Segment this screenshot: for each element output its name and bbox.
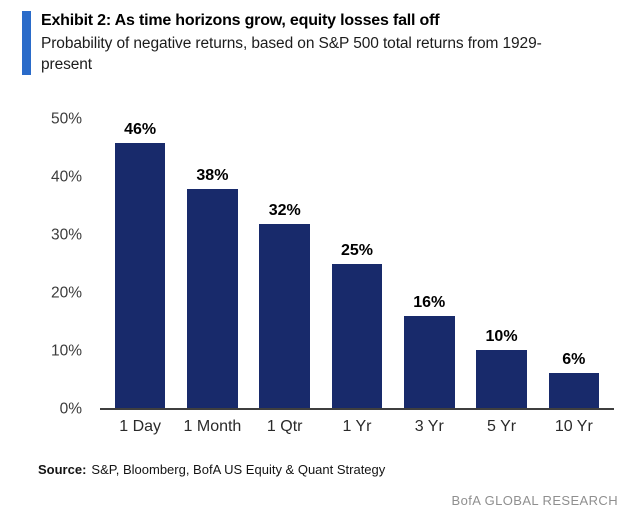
bar-cell: 25% [321, 242, 393, 408]
bar-cell: 16% [393, 294, 465, 408]
bar-value-label: 16% [413, 293, 446, 311]
chart-row: 50% 40% 30% 20% 10% 0% 46% 38% 32% 25% 16% 10% 6% 1… [30, 111, 614, 436]
bar [403, 315, 455, 408]
plot-area: 46% 38% 32% 25% 16% 10% 6% [100, 120, 614, 410]
x-axis-label: 1 Day [119, 418, 162, 435]
bar-value-label: 32% [268, 201, 301, 219]
bar-value-label: 25% [340, 242, 373, 259]
bar-cell: 6% [538, 351, 610, 408]
x-axis-label: 10 Yr [554, 418, 593, 435]
y-axis-label: 50% [50, 110, 82, 128]
bar-value-label: 46% [124, 121, 157, 139]
bar-value-label: 10% [485, 328, 518, 346]
y-axis: 50% 40% 30% 20% 10% 0% [30, 111, 100, 418]
y-axis-label: 0% [59, 400, 82, 418]
plot-column: 46% 38% 32% 25% 16% 10% 6% 1 Day 1 Month 1 Qtr 1 … [100, 120, 614, 436]
y-axis-label: 20% [50, 284, 82, 302]
bar [259, 223, 310, 408]
y-axis-label: 30% [50, 226, 82, 244]
bar-cell: 10% [465, 328, 537, 408]
exhibit-header: Exhibit 2: As time horizons grow, equity… [22, 11, 589, 75]
bar [548, 373, 600, 408]
x-axis: 1 Day 1 Month 1 Qtr 1 Yr 3 Yr 5 Yr 10 Yr [100, 410, 614, 436]
bar-value-label: 6% [562, 351, 586, 369]
x-axis-label: 1 Month [183, 418, 242, 435]
source-label: Source: [38, 462, 87, 477]
bar-chart: 50% 40% 30% 20% 10% 0% 46% 38% 32% 25% 16% 10% 6% 1… [30, 111, 614, 436]
bar [187, 189, 238, 408]
source-line: Source: S&P, Bloomberg, BofA US Equity & … [38, 462, 385, 477]
bar-cell: 32% [249, 202, 321, 408]
bar-cell: 38% [176, 167, 248, 408]
y-axis-label: 40% [50, 168, 82, 186]
title-block: Exhibit 2: As time horizons grow, equity… [41, 11, 589, 75]
x-axis-label: 5 Yr [487, 418, 517, 435]
x-axis-label: 1 Yr [342, 418, 372, 435]
bofa-global-research-watermark: BofA GLOBAL RESEARCH [451, 493, 618, 508]
bar [331, 264, 383, 408]
x-axis-label: 3 Yr [414, 418, 444, 435]
exhibit-subtitle: Probability of negative returns, based o… [41, 35, 542, 73]
bar [114, 143, 166, 408]
source-text: S&P, Bloomberg, BofA US Equity & Quant S… [91, 462, 386, 477]
y-axis-label: 10% [50, 342, 82, 360]
x-axis-label: 1 Qtr [266, 418, 303, 435]
bar [476, 350, 527, 408]
exhibit-title: Exhibit 2: As time horizons grow, equity… [41, 12, 440, 29]
bar-value-label: 38% [196, 167, 229, 185]
accent-bar [22, 11, 31, 75]
bar-cell: 46% [104, 121, 176, 408]
